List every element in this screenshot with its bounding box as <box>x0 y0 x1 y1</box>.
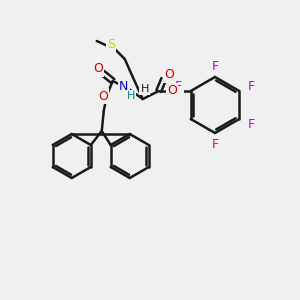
Text: O: O <box>98 89 108 103</box>
Text: O: O <box>93 62 103 76</box>
Text: H: H <box>141 84 149 94</box>
Text: H: H <box>127 91 135 101</box>
Text: S: S <box>107 38 115 52</box>
Text: F: F <box>175 80 182 92</box>
Text: F: F <box>248 118 255 130</box>
Text: N: N <box>119 80 128 94</box>
Text: O: O <box>164 68 174 82</box>
Text: F: F <box>248 80 255 92</box>
Text: F: F <box>212 61 219 74</box>
Text: O: O <box>167 85 177 98</box>
Text: F: F <box>212 137 219 151</box>
